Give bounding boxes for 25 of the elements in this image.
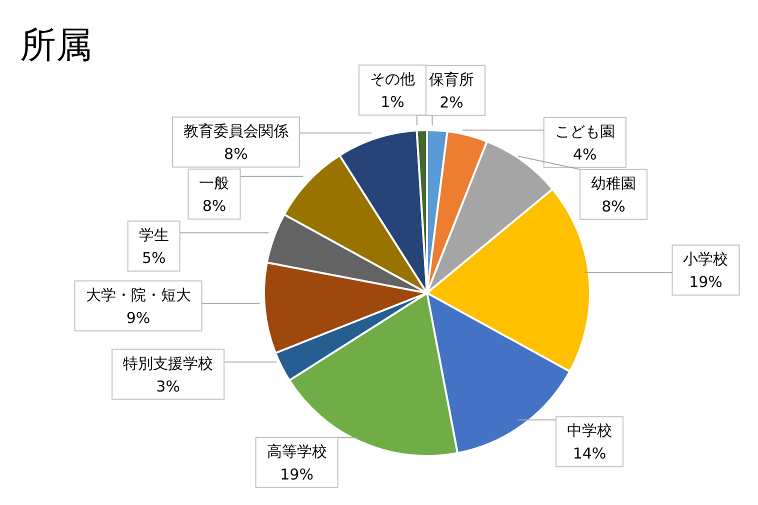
data-label: 8% (602, 197, 626, 216)
chart-title: 所属 (20, 25, 92, 66)
slice-label: 中学校 (567, 422, 612, 440)
slice-label: 高等学校 (266, 442, 327, 460)
slice-label: 特別支援学校 (123, 354, 214, 372)
slice-label: 一般 (199, 174, 230, 192)
data-label: 2% (440, 93, 464, 112)
slice-label: 教育委員会関係 (183, 122, 288, 140)
slice-label: こども園 (554, 122, 615, 140)
slice-label: 学生 (138, 226, 169, 244)
data-label: 8% (202, 197, 226, 216)
data-label: 4% (572, 145, 597, 164)
data-label: 8% (224, 145, 248, 164)
data-label: 14% (572, 444, 606, 463)
slice-label: 大学・院・短大 (86, 286, 191, 304)
data-label: 5% (142, 249, 166, 268)
slice-label: 小学校 (683, 250, 728, 268)
slice-label: 保育所 (429, 70, 474, 88)
slice-label: その他 (370, 70, 415, 88)
data-label: 1% (380, 93, 404, 112)
data-label: 19% (280, 465, 314, 484)
data-label: 9% (126, 308, 150, 327)
slice-label: 幼稚園 (591, 174, 636, 192)
data-label: 19% (689, 273, 722, 292)
data-label: 3% (156, 377, 180, 396)
